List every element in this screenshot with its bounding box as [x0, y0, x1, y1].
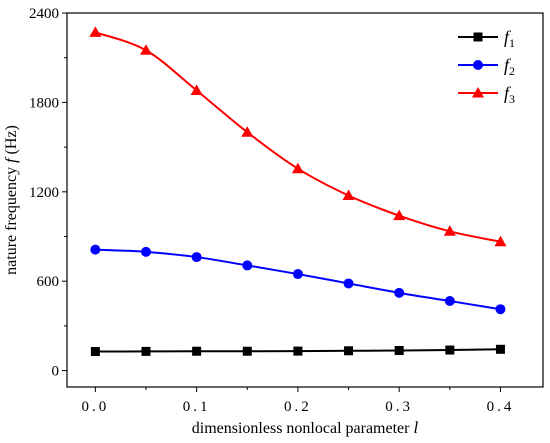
data-point-f2	[292, 269, 303, 280]
data-point-f3	[291, 162, 304, 174]
data-point-f1	[293, 346, 303, 356]
legend-label: f1	[504, 27, 515, 50]
data-point-f1	[495, 344, 505, 354]
series-line-f2	[95, 248, 501, 311]
y-tick-label: 0	[52, 364, 60, 380]
chart-marks	[89, 26, 507, 357]
series-f1	[90, 344, 505, 357]
data-point-f2	[444, 296, 455, 307]
data-point-f3	[393, 209, 406, 221]
chart-legend: f1 f2 f3	[458, 27, 515, 106]
x-tick-label: 0.0	[81, 399, 109, 415]
legend-marker	[472, 87, 484, 98]
data-point-f1	[445, 345, 455, 355]
data-point-f2	[495, 304, 506, 315]
legend-label: f3	[504, 83, 515, 106]
data-point-f2	[90, 244, 101, 255]
data-point-f1	[344, 346, 354, 356]
data-point-f2	[191, 252, 202, 263]
data-point-f1	[90, 347, 100, 357]
x-axis-title: dimensionless nonlocal parameter l	[192, 418, 419, 437]
legend-label: f2	[504, 55, 515, 78]
data-point-f2	[343, 278, 354, 289]
legend-marker	[473, 60, 483, 70]
data-point-f3	[190, 84, 203, 95]
data-point-f2	[242, 260, 253, 271]
data-point-f2	[394, 287, 405, 298]
series-f3	[89, 26, 507, 247]
data-point-f3	[241, 126, 254, 137]
data-point-f1	[192, 346, 202, 356]
legend-item-f3: f3	[458, 83, 515, 106]
chart-axes: 0.0 0.1 0.2 0.3 0.4 0 600 1200 1800 2400 dimension…	[3, 6, 544, 437]
data-point-f3	[139, 44, 152, 55]
series-f2	[90, 244, 506, 315]
legend-marker	[473, 32, 483, 42]
x-tick-label: 0.3	[385, 399, 413, 415]
x-tick-label: 0.1	[183, 399, 211, 415]
y-axis-title: nature frequency f (Hz)	[3, 125, 20, 275]
data-point-f3	[89, 26, 102, 37]
data-point-f1	[141, 346, 151, 356]
x-tick-label: 0.4	[487, 399, 515, 415]
data-point-f1	[394, 345, 404, 355]
data-point-f2	[140, 246, 151, 257]
legend-item-f2: f2	[458, 55, 515, 78]
y-tick-label: 1200	[29, 185, 59, 201]
data-point-f3	[342, 189, 355, 201]
x-tick-label: 0.2	[284, 399, 312, 415]
series-line-f3	[95, 31, 501, 243]
data-point-f1	[242, 346, 252, 356]
data-point-f3	[443, 225, 456, 236]
plot-frame	[66, 12, 544, 388]
data-point-f3	[494, 235, 507, 247]
legend-item-f1: f1	[458, 27, 515, 50]
y-tick-label: 1800	[29, 95, 59, 111]
y-tick-label: 600	[37, 274, 60, 290]
y-tick-label: 2400	[29, 6, 59, 22]
